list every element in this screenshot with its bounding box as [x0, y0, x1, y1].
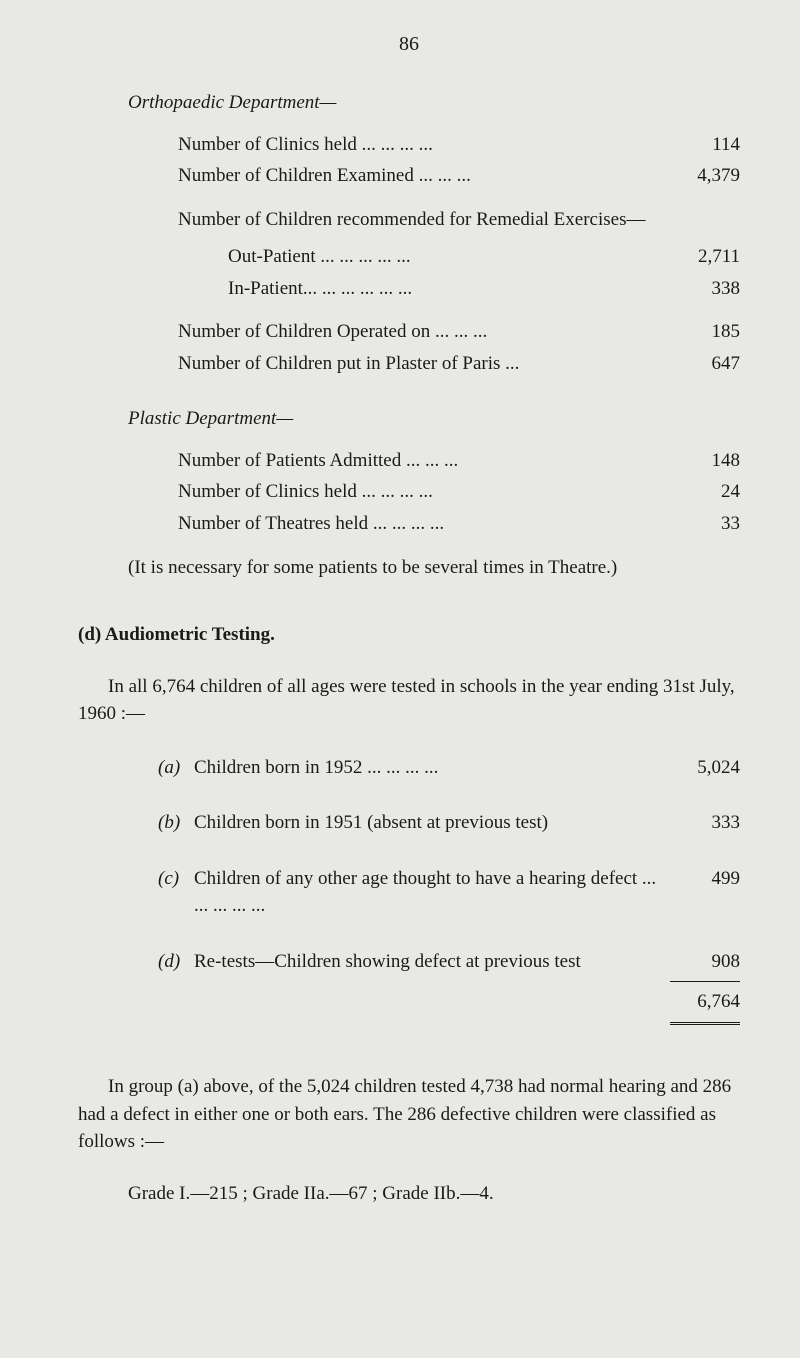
label: Number of Children put in Plaster of Par… [178, 350, 660, 378]
row-operated: Number of Children Operated on ... ... .… [78, 318, 740, 346]
text: Children born in 1952 ... ... ... ... [194, 754, 660, 782]
row-clinics-held: Number of Clinics held ... ... ... ... 1… [78, 131, 740, 159]
value: 2,711 [660, 243, 740, 271]
audio-intro: In all 6,764 children of all ages were t… [78, 673, 740, 728]
row-plastic-clinics: Number of Clinics held ... ... ... ... 2… [78, 478, 740, 506]
label: Number of Clinics held ... ... ... ... [178, 131, 660, 159]
value: 4,379 [660, 162, 740, 190]
closing-para: In group (a) above, of the 5,024 childre… [78, 1073, 740, 1156]
row-in-patient: In-Patient... ... ... ... ... ... 338 [78, 275, 740, 303]
mark: (c) [158, 865, 194, 893]
rule-top [670, 981, 740, 982]
value: 908 [660, 948, 740, 976]
grades: Grade I.—215 ; Grade IIa.—67 ; Grade IIb… [78, 1180, 740, 1208]
label: In-Patient... ... ... ... ... ... [228, 275, 660, 303]
value: 33 [660, 510, 740, 538]
item-d: (d) Re-tests—Children showing defect at … [158, 948, 740, 976]
row-patients-admitted: Number of Patients Admitted ... ... ... … [78, 447, 740, 475]
item-c: (c) Children of any other age thought to… [158, 865, 740, 920]
label: Number of Clinics held ... ... ... ... [178, 478, 660, 506]
plastic-note: (It is necessary for some patients to be… [78, 554, 740, 582]
label: Number of Children Examined ... ... ... [178, 162, 660, 190]
total: 6,764 [158, 988, 740, 1016]
recommended-intro: Number of Children recommended for Remed… [78, 206, 740, 234]
value: 647 [660, 350, 740, 378]
closing: In group (a) above, of the 5,024 childre… [78, 1073, 740, 1207]
value: 114 [660, 131, 740, 159]
item-a: (a) Children born in 1952 ... ... ... ..… [158, 754, 740, 782]
row-children-examined: Number of Children Examined ... ... ... … [78, 162, 740, 190]
label: Number of Children Operated on ... ... .… [178, 318, 660, 346]
label: Number of Theatres held ... ... ... ... [178, 510, 660, 538]
item-b: (b) Children born in 1951 (absent at pre… [158, 809, 740, 837]
text: Re-tests—Children showing defect at prev… [194, 948, 660, 976]
value: 338 [660, 275, 740, 303]
row-out-patient: Out-Patient ... ... ... ... ... 2,711 [78, 243, 740, 271]
text: Children of any other age thought to hav… [194, 865, 660, 920]
ortho-heading: Orthopaedic Department— [78, 89, 740, 117]
rule-double [670, 1022, 740, 1025]
value: 24 [660, 478, 740, 506]
row-plaster: Number of Children put in Plaster of Par… [78, 350, 740, 378]
page: 86 Orthopaedic Department— Number of Cli… [0, 0, 800, 1358]
value: 148 [660, 447, 740, 475]
mark: (a) [158, 754, 194, 782]
label: Out-Patient ... ... ... ... ... [228, 243, 660, 271]
audio-heading: (d) Audiometric Testing. [78, 621, 740, 649]
mark: (b) [158, 809, 194, 837]
value: 185 [660, 318, 740, 346]
value: 499 [660, 865, 740, 893]
row-theatres: Number of Theatres held ... ... ... ... … [78, 510, 740, 538]
page-number: 86 [78, 30, 740, 59]
plastic-heading: Plastic Department— [78, 405, 740, 433]
mark: (d) [158, 948, 194, 976]
label: Number of Patients Admitted ... ... ... [178, 447, 660, 475]
value: 333 [660, 809, 740, 837]
value: 5,024 [660, 754, 740, 782]
text: Children born in 1951 (absent at previou… [194, 809, 660, 837]
